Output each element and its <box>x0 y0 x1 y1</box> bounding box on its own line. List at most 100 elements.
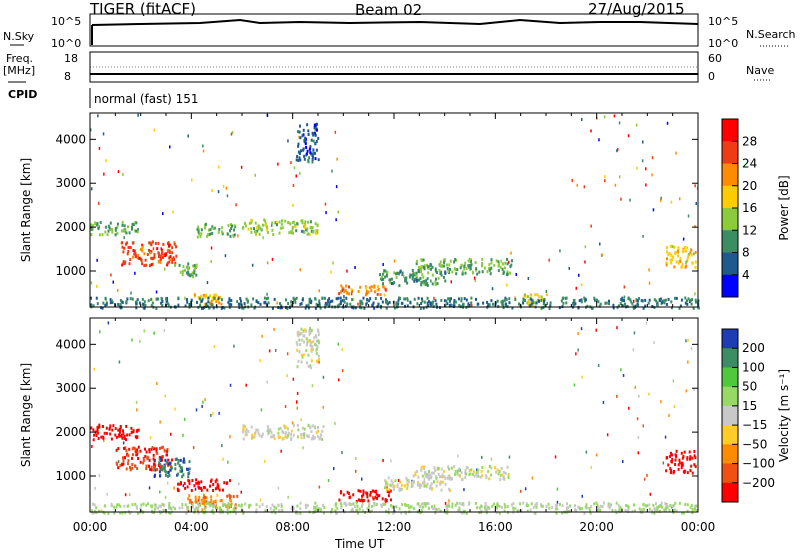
data-pixel <box>462 509 465 513</box>
data-pixel <box>120 433 123 437</box>
data-pixel <box>214 480 217 484</box>
data-pixel <box>200 480 203 484</box>
data-pixel <box>314 501 317 505</box>
data-pixel <box>406 482 409 486</box>
data-pixel <box>419 307 422 310</box>
noise-pixel <box>646 473 648 477</box>
noise-pixel <box>191 178 193 182</box>
noise-pixel <box>642 140 644 144</box>
data-pixel <box>96 302 99 306</box>
data-pixel <box>340 504 343 508</box>
data-pixel <box>209 501 212 505</box>
data-pixel <box>97 227 100 231</box>
data-pixel <box>578 507 581 511</box>
data-pixel <box>134 221 137 225</box>
data-pixel <box>235 511 238 515</box>
data-pixel <box>665 261 668 265</box>
noise-pixel <box>581 494 583 498</box>
data-pixel <box>374 290 376 294</box>
noise-pixel <box>229 383 232 387</box>
data-pixel <box>465 298 468 302</box>
data-pixel <box>561 511 564 515</box>
data-pixel <box>464 475 467 479</box>
noise-pixel <box>259 498 262 502</box>
data-pixel <box>394 479 397 483</box>
data-pixel <box>481 257 484 261</box>
data-pixel <box>142 456 145 460</box>
data-pixel <box>206 488 209 492</box>
data-pixel <box>405 279 408 283</box>
data-pixel <box>291 221 294 224</box>
data-pixel <box>681 250 684 254</box>
data-pixel <box>210 299 213 303</box>
data-pixel <box>177 303 180 307</box>
data-pixel <box>431 273 434 277</box>
data-pixel <box>622 304 625 308</box>
noise-pixel <box>559 249 561 253</box>
data-pixel <box>683 246 686 249</box>
data-pixel <box>415 277 418 281</box>
noise-pixel <box>156 382 158 386</box>
data-pixel <box>464 468 467 472</box>
data-pixel <box>457 508 460 512</box>
data-pixel <box>137 457 140 460</box>
data-pixel <box>296 504 299 508</box>
data-pixel <box>445 299 448 303</box>
data-pixel <box>177 459 180 462</box>
data-pixel <box>316 434 319 438</box>
data-pixel <box>102 301 105 305</box>
data-pixel <box>205 496 208 500</box>
data-pixel <box>422 306 425 310</box>
data-pixel <box>369 297 372 301</box>
data-pixel <box>215 293 218 297</box>
data-pixel <box>275 220 278 224</box>
data-pixel <box>514 506 517 510</box>
y-tick-label: 1000 <box>55 264 86 278</box>
data-pixel <box>119 504 122 508</box>
noise-pixel <box>476 468 478 472</box>
data-pixel <box>421 505 424 509</box>
data-pixel <box>372 301 375 305</box>
data-pixel <box>446 302 449 306</box>
data-pixel <box>142 461 145 465</box>
data-pixel <box>451 505 454 509</box>
data-pixel <box>416 470 419 473</box>
data-pixel <box>692 252 695 256</box>
noise-pixel <box>636 417 639 421</box>
data-pixel <box>658 299 661 302</box>
data-pixel <box>160 301 163 305</box>
data-pixel <box>355 508 358 512</box>
data-pixel <box>261 432 264 436</box>
data-pixel <box>305 152 308 156</box>
data-pixel <box>666 505 669 509</box>
data-pixel <box>437 473 440 476</box>
data-pixel <box>193 269 196 273</box>
data-pixel <box>189 303 191 306</box>
y-axis-label: Slant Range [km] <box>19 158 33 262</box>
data-pixel <box>296 348 299 352</box>
data-pixel <box>316 224 319 228</box>
noise-pixel <box>337 210 339 214</box>
noise-pixel <box>423 477 426 481</box>
data-pixel <box>334 509 337 513</box>
data-pixel <box>388 490 391 494</box>
noise-pixel <box>213 345 216 349</box>
data-pixel <box>389 278 392 282</box>
data-pixel <box>134 252 137 256</box>
noise-pixel <box>210 260 212 264</box>
data-pixel <box>435 508 438 511</box>
data-pixel <box>137 445 140 449</box>
data-pixel <box>211 231 214 235</box>
data-pixel <box>671 457 674 461</box>
data-pixel <box>454 469 457 473</box>
data-pixel <box>664 506 667 510</box>
data-pixel <box>675 449 678 453</box>
data-pixel <box>631 302 634 306</box>
data-pixel <box>509 271 512 275</box>
data-pixel <box>401 273 404 277</box>
data-pixel <box>290 436 293 440</box>
cpid-value: normal (fast) 151 <box>94 92 199 106</box>
data-pixel <box>153 468 156 472</box>
noise-pixel <box>645 167 647 171</box>
data-pixel <box>675 260 678 264</box>
